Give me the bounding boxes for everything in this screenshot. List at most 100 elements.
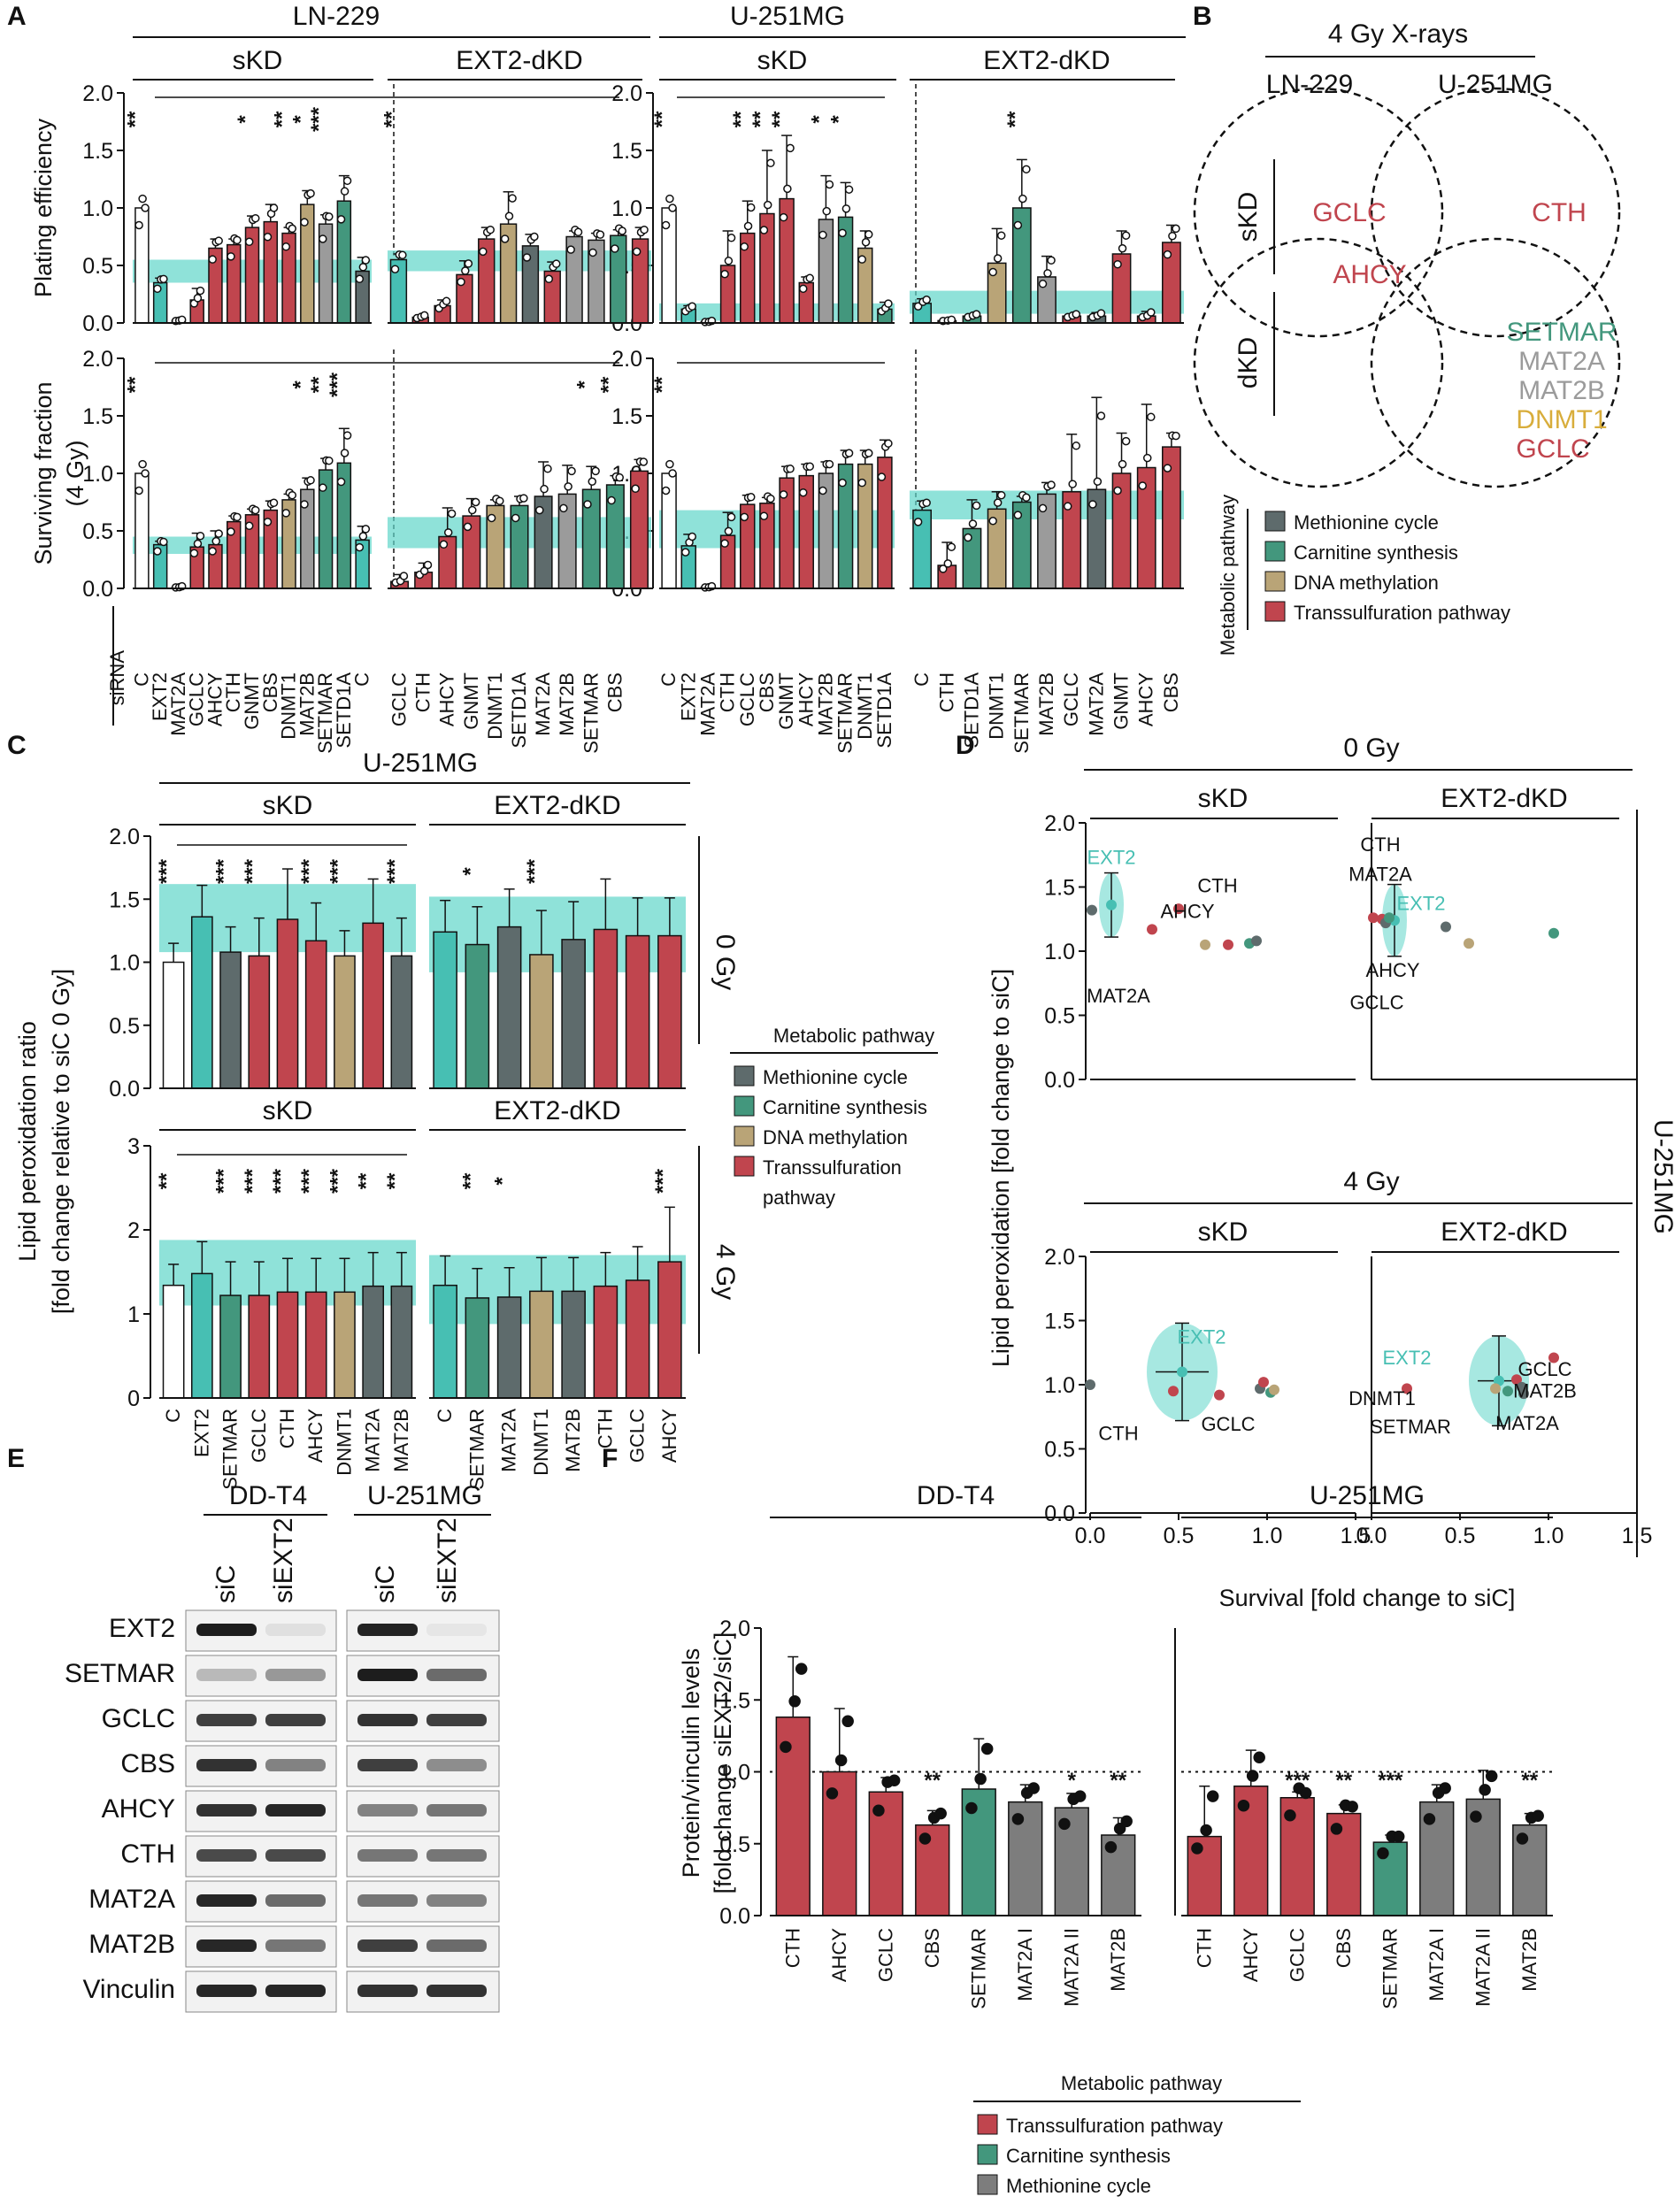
data-point	[974, 1772, 987, 1786]
data-point	[227, 252, 235, 261]
y-axis-label: (4 Gy)	[62, 440, 88, 506]
data-point	[988, 267, 997, 277]
category-label: MAT2A	[1085, 672, 1107, 736]
data-point	[244, 237, 254, 247]
scatter-point	[1502, 1386, 1513, 1397]
scatter-point	[1464, 938, 1474, 949]
data-point	[559, 503, 568, 513]
legend-label: Transsulfuration pathway	[1006, 2115, 1223, 2137]
data-point	[443, 528, 453, 537]
data-point	[269, 498, 279, 508]
data-point	[141, 204, 150, 212]
venn-region-label: GCLC	[1312, 198, 1386, 227]
blot-band	[357, 1849, 418, 1862]
category-label: MAT2A I	[1425, 1928, 1448, 2001]
bar	[433, 931, 457, 1089]
venn-region-label: DNMT1	[1516, 405, 1607, 434]
data-point	[726, 512, 736, 522]
point-label: CTH	[1197, 874, 1237, 896]
group-header: EXT2-dKD	[1441, 784, 1567, 813]
data-point	[138, 194, 147, 204]
category-label: SETMAR	[314, 672, 336, 754]
significance-mark: *	[827, 115, 851, 124]
panel-a-row0-right-y-tick-label: 1.5	[611, 139, 642, 164]
data-point	[972, 501, 981, 511]
data-point	[668, 469, 677, 478]
blot-band	[265, 1804, 326, 1816]
panel-c-row1-y-tick-label: 2	[127, 1218, 140, 1243]
protein-label: MAT2A	[88, 1885, 175, 1914]
data-point	[1047, 480, 1056, 489]
panel-a-row0-y-tick-label: 0.5	[82, 254, 113, 279]
protein-label: CBS	[120, 1749, 175, 1778]
category-label: CBS	[756, 672, 778, 712]
category-label: GCLC	[186, 672, 208, 726]
data-point	[479, 247, 488, 257]
scatter-point	[1087, 904, 1097, 916]
blot-band	[426, 1894, 487, 1907]
data-point	[922, 295, 931, 304]
category-label: CBS	[1160, 672, 1182, 712]
data-point	[993, 254, 1003, 263]
category-label: AHCY	[828, 1928, 850, 1982]
data-point	[588, 477, 596, 487]
category-label: C	[910, 672, 933, 687]
data-point	[464, 259, 473, 268]
data-point	[980, 1742, 994, 1755]
lane-label: siC	[371, 1565, 400, 1603]
data-point	[300, 500, 309, 509]
bar	[465, 943, 490, 1089]
significance-mark: **	[650, 376, 674, 393]
venn-title: 4 Gy X-rays	[1328, 19, 1468, 49]
data-point	[1027, 1782, 1040, 1794]
data-point	[468, 505, 477, 515]
data-point	[788, 1695, 801, 1708]
category-label: GNMT	[460, 672, 482, 730]
x-tick-label: 0.0	[1075, 1524, 1106, 1548]
data-point	[841, 204, 851, 213]
category-label: SETMAR	[465, 1409, 488, 1490]
bar	[190, 1272, 213, 1399]
panel-a-row1-right-y-tick-label: 1.5	[611, 404, 642, 429]
data-point	[134, 486, 143, 495]
data-point	[1120, 1815, 1133, 1828]
significance-mark: *	[1068, 1769, 1077, 1793]
bar	[529, 954, 554, 1089]
data-point	[1068, 480, 1077, 488]
significance-mark: ***	[326, 858, 350, 884]
group-header: EXT2-dKD	[494, 791, 620, 820]
category-label: CTH	[412, 672, 434, 712]
data-point	[864, 230, 873, 239]
cell-line-header: DD-T4	[229, 1481, 307, 1510]
data-point	[447, 509, 457, 518]
data-point	[1237, 1799, 1250, 1812]
protein-label: AHCY	[102, 1794, 175, 1824]
panel-a-row1-y-tick-label: 1.5	[82, 404, 113, 429]
panel-f-y-tick-label: 1.5	[719, 1688, 750, 1713]
data-point	[795, 1663, 808, 1675]
data-point	[508, 194, 517, 203]
significance-mark: **	[123, 376, 147, 393]
category-label: CBS	[603, 672, 626, 712]
category-label: MAT2A	[696, 672, 718, 736]
data-point	[336, 477, 346, 487]
blot-band	[265, 1759, 326, 1771]
panel-a-row0-right-y-tick-label: 2.0	[611, 81, 642, 106]
legend-label: Transsulfuration	[763, 1156, 902, 1179]
data-point	[631, 484, 640, 494]
category-label: AHCY	[658, 1409, 680, 1463]
data-point	[263, 518, 273, 526]
legend-swatch	[1264, 541, 1286, 562]
category-label: SETD1A	[333, 672, 355, 749]
data-point	[759, 226, 769, 234]
data-point	[153, 547, 162, 556]
category-label: EXT2	[190, 1409, 212, 1457]
data-point	[1206, 1790, 1219, 1802]
category-label: MAT2B	[814, 672, 836, 736]
legend-label: Carnitine synthesis	[1006, 2145, 1171, 2167]
data-point	[423, 560, 433, 570]
data-point	[740, 512, 749, 522]
panel-letter-e: E	[7, 1444, 25, 1473]
significance-mark: **	[380, 111, 403, 127]
data-point	[615, 472, 624, 482]
